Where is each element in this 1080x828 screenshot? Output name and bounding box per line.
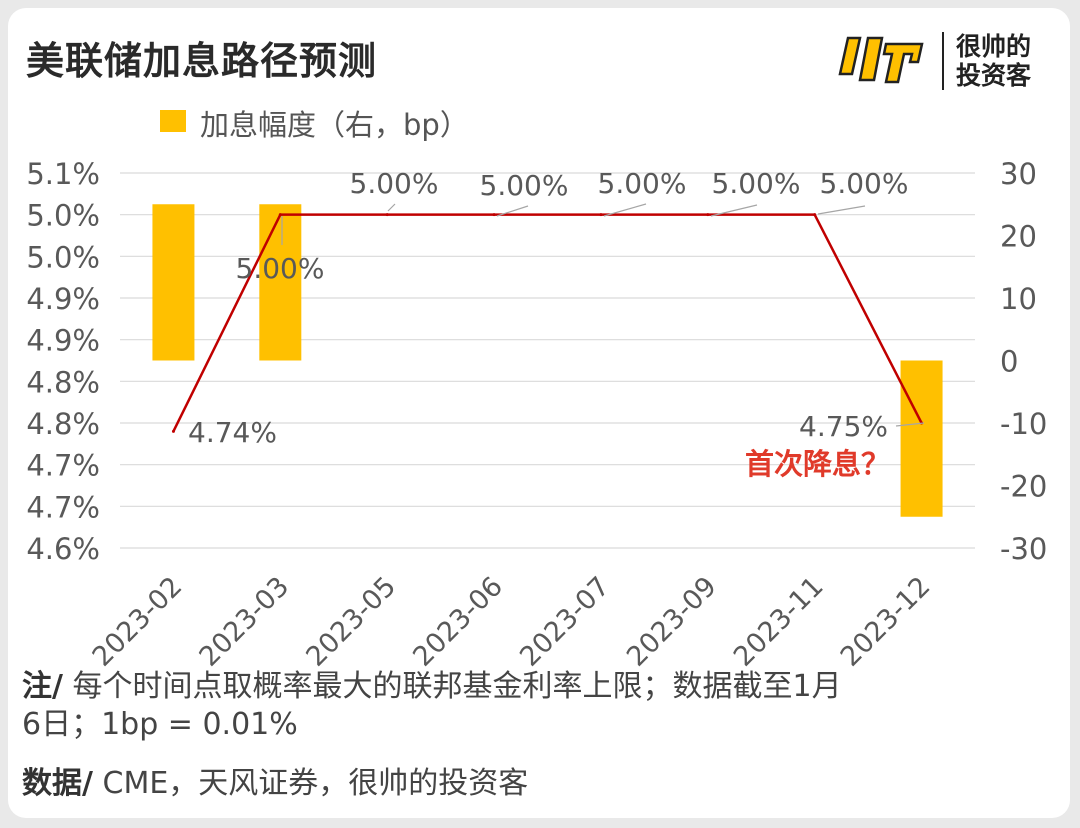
x-tick-label: 2023-05 [300,571,402,673]
line-point [171,429,175,433]
y-left-tick-label: 5.0% [26,199,100,233]
note-label: 注/ [22,669,63,704]
bar [259,204,302,361]
brand-logo: 很帅的 投资客 [838,30,1058,94]
y-left-tick-label: 4.8% [26,365,100,399]
x-tick-label: 2023-02 [87,571,189,673]
legend-label: 加息幅度（右，bp） [200,108,469,142]
data-label-leader [710,204,758,217]
y-left-tick-label: 4.6% [26,532,100,566]
y-left-tick-label: 4.7% [26,449,100,483]
y-right-tick-label: -30 [1000,532,1047,566]
data-label: 5.00% [712,167,801,200]
y-right-tick-label: 20 [1000,220,1037,254]
data-label-leader [817,205,866,215]
x-tick-label: 2023-03 [194,571,296,673]
bar [152,204,195,361]
x-tick-label: 2023-09 [621,571,723,673]
note-text-line1: 每个时间点取概率最大的联邦基金利率上限；数据截至1月 [62,669,842,704]
data-label: 5.00% [598,167,687,200]
data-label: 5.00% [480,169,569,202]
data-label-leader [603,203,647,217]
y-left-tick-label: 5.0% [26,240,100,274]
data-label: 5.00% [820,167,909,200]
y-left-tick-label: 4.8% [26,407,100,441]
rate-line [172,213,923,432]
data-label-leader [895,422,925,427]
line-point [278,213,282,217]
note: 注/ 每个时间点取概率最大的联邦基金利率上限；数据截至1月 6日；1bp = 0… [22,668,1042,744]
data-label: 4.74% [188,416,277,449]
source-text: CME，天风证券，很帅的投资客 [92,766,529,801]
line-point [706,213,710,217]
y-left-tick-label: 4.9% [26,324,100,358]
data-label-leader [387,203,396,212]
brand-separator [942,32,944,90]
y-right-tick-label: -10 [1000,407,1047,441]
legend-swatch [160,110,186,132]
brand-line2: 投资客 [956,61,1032,90]
y-left-tick-label: 5.1% [26,157,100,191]
chart: 5.1% 5.0% 5.0% 4.9% 4.9% 4.8% 4.8% 4.7% 4.7% 4.6%… [26,157,1047,673]
line-point [385,213,389,217]
brand-name: 很帅的 投资客 [956,32,1031,90]
y-right-tick-label: 0 [1000,345,1018,379]
data-label: 5.00% [236,252,325,285]
line-point [813,213,817,217]
y-left-tick-label: 4.9% [26,282,100,316]
data-label: 4.75% [799,410,888,443]
y-left-tick-label: 4.7% [26,490,100,524]
source: 数据/ CME，天风证券，很帅的投资客 [22,758,528,802]
chart-card [8,8,1070,818]
y-right-tick-label: -20 [1000,470,1047,504]
brand-mark-icon [838,36,924,84]
x-tick-label: 2023-11 [728,571,830,673]
brand-line1: 很帅的 [956,32,1032,61]
y-right-tick-label: 10 [1000,282,1037,316]
data-label: 5.00% [350,167,439,200]
note-text-line2: 6日；1bp = 0.01% [22,707,298,742]
bar [900,360,943,517]
annotation-first-cut: 首次降息？ [745,447,890,481]
y-right-tick-label: 30 [1000,157,1037,191]
data-label-leader [496,205,529,217]
line-point [492,213,496,217]
chart-title: 美联储加息路径预测 [26,39,378,83]
x-tick-label: 2023-12 [835,571,937,673]
x-tick-label: 2023-06 [407,571,509,673]
x-tick-label: 2023-07 [514,571,616,673]
line-point [599,213,603,217]
source-label: 数据/ [22,766,93,801]
